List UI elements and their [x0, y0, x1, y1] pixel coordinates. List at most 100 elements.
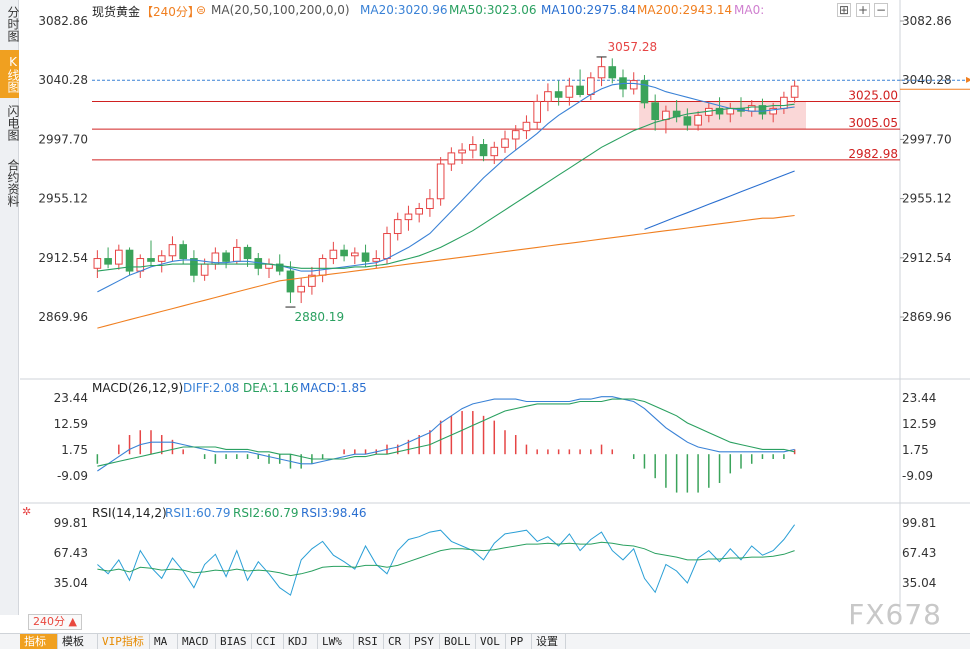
indicator-tab[interactable]: PP [506, 634, 532, 649]
candle-body [597, 66, 606, 79]
settings-icon[interactable]: ⊜ [196, 3, 207, 17]
rsi-settings-icon[interactable]: ✲ [22, 505, 32, 518]
candles [93, 56, 799, 304]
candle-body [383, 233, 391, 260]
candle-body [200, 263, 209, 276]
add-pane-icon[interactable]: + [856, 3, 870, 17]
price-tick-label-right: 2997.70 [902, 132, 952, 146]
tab-flash[interactable]: 闪电图 [6, 105, 20, 141]
indicator-tab[interactable]: PSY [410, 634, 440, 649]
candle-body [447, 152, 456, 165]
indicator-tab[interactable]: KDJ [284, 634, 318, 649]
candle-body [511, 130, 520, 140]
candle-body [780, 96, 788, 109]
rsi-label: RSI(14,14,2) [92, 506, 167, 520]
indicator-tab[interactable]: MACD [178, 634, 216, 649]
candle-body [308, 274, 316, 287]
macd-dea-line [97, 398, 795, 467]
last-price-arrow-icon: ▸ [966, 72, 970, 86]
level-label: 3005.05 [848, 116, 898, 130]
low-price-label: 2880.19 [294, 310, 344, 324]
indicator-tab[interactable]: MA [150, 634, 178, 649]
candle-body [640, 80, 649, 104]
candle-body [629, 80, 638, 90]
candle-body [329, 249, 338, 260]
rsi2-value: RSI2:60.79 [233, 506, 299, 520]
candle-body [501, 138, 509, 148]
rsi2-line [97, 541, 795, 577]
candle-body [490, 146, 499, 157]
candle-body [372, 258, 381, 262]
level-label: 2982.98 [848, 147, 898, 161]
ma50-value: MA50:3023.06 [449, 3, 537, 17]
ma-line-ma100 [644, 170, 795, 230]
indicator-tab[interactable]: BOLL [440, 634, 476, 649]
period-selector-button[interactable]: 240分 ▲ [28, 614, 82, 630]
macd-macd-value: MACD:1.85 [300, 381, 367, 395]
ma200-value: MA200:2943.14 [637, 3, 733, 17]
candle-body [136, 258, 145, 272]
macd-tick-label-right: 12.59 [902, 417, 936, 431]
candle-body [404, 213, 413, 221]
ma-line-ma200 [97, 214, 795, 329]
price-tick-label: 3040.28 [38, 73, 88, 87]
candle-body [608, 66, 617, 79]
high-price-label: 3057.28 [608, 40, 658, 54]
period-label: 【240分】 [141, 5, 200, 19]
ma-line-ma20 [97, 82, 795, 293]
macd-tick-label: -9.09 [57, 469, 88, 483]
indicator-tab[interactable]: BIAS [216, 634, 252, 649]
price-tick-label: 2869.96 [38, 310, 88, 324]
indicator-tab[interactable]: CR [384, 634, 410, 649]
rsi-tick-label: 99.81 [54, 516, 88, 530]
macd-tick-label-right: -9.09 [902, 469, 933, 483]
ma20-value: MA20:3020.96 [360, 3, 448, 17]
candle-body [758, 105, 767, 115]
rsi-tick-label-right: 99.81 [902, 516, 936, 530]
candle-body [415, 207, 424, 215]
indicator-tab[interactable]: 设置 [532, 634, 566, 649]
candle-body [179, 244, 188, 260]
indicator-tab[interactable]: 模板 [58, 634, 98, 649]
price-tick-label-right: 2869.96 [902, 310, 952, 324]
candle-body [683, 116, 692, 126]
date-label: 03/27 [779, 613, 811, 615]
candle-body [93, 258, 102, 269]
indicator-tab[interactable]: VOL [476, 634, 506, 649]
rsi-tick-label: 35.04 [54, 576, 88, 590]
minus-pane-icon[interactable]: − [874, 3, 888, 17]
macd-tick-label: 23.44 [54, 391, 88, 405]
candle-body [318, 258, 327, 276]
tab-kline[interactable]: K线图 [0, 50, 20, 98]
candle-body [694, 114, 702, 126]
tab-contract-info[interactable]: 合约资料 [6, 159, 20, 207]
price-tick-label: 3082.86 [38, 14, 88, 28]
date-label: 03/15 [425, 613, 457, 615]
level-label: 3025.00 [848, 88, 898, 102]
symbol-label: 现货黄金 [92, 5, 141, 19]
candle-body [426, 198, 434, 209]
ma-params-label: MA(20,50,100,200,0,0) [211, 3, 350, 17]
candle-body [544, 91, 552, 102]
candle-body [168, 244, 177, 257]
indicator-tab[interactable]: CCI [252, 634, 284, 649]
candle-body [565, 85, 574, 98]
ma-line-ma50 [97, 103, 795, 272]
candle-body [340, 249, 348, 257]
candle-body [586, 77, 595, 95]
rsi1-value: RSI1:60.79 [165, 506, 231, 520]
macd-tick-label-right: 1.75 [902, 443, 929, 457]
indicator-tab[interactable]: 指标 [20, 634, 58, 649]
candle-body [522, 121, 531, 132]
tab-timeshare[interactable]: 分时图 [6, 6, 20, 42]
fullscreen-icon[interactable]: ⊞ [837, 3, 851, 17]
indicator-tab[interactable]: LW% [318, 634, 354, 649]
indicator-tab[interactable]: RSI [354, 634, 384, 649]
period-sidebar: 分时图 K线图 闪电图 合约资料 [0, 0, 20, 615]
indicator-tab-bar: 指标 模板 VIP指标 MA MACD BIAS CCI KDJ LW% RSI CR PSY BOLL… [0, 633, 970, 649]
candle-body [554, 91, 563, 98]
price-tick-label: 2997.70 [38, 132, 88, 146]
candle-body [576, 85, 584, 95]
indicator-tab[interactable]: VIP指标 [98, 634, 150, 649]
rsi1-line [97, 524, 796, 596]
